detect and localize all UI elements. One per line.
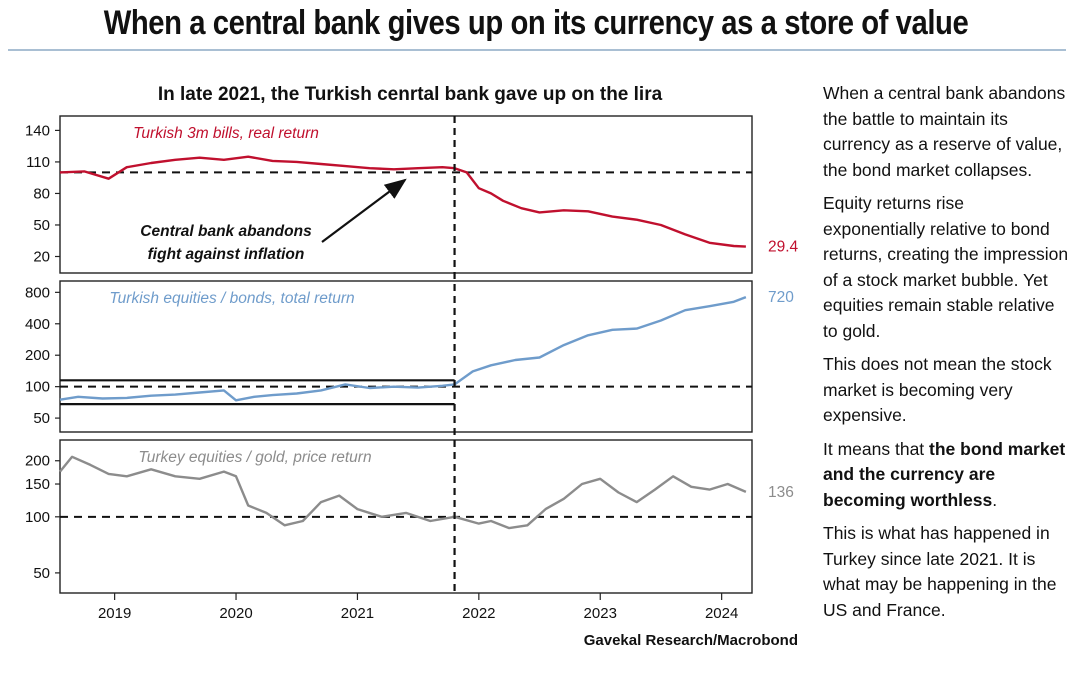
series-label: Turkish 3m bills, real return	[133, 125, 319, 142]
x-tick-label: 2024	[705, 605, 738, 622]
annotation-arrow	[321, 178, 407, 243]
commentary-paragraph: This does not mean the stock market is b…	[823, 352, 1069, 429]
commentary-text: When a central bank abandons the battle …	[823, 83, 1066, 180]
commentary-text: It means that	[823, 438, 930, 459]
y-tick-label: 100	[25, 509, 50, 526]
commentary-paragraph: Equity returns rise exponentially relati…	[823, 191, 1069, 344]
x-tick-label: 2019	[98, 605, 131, 622]
commentary-panel: When a central bank abandons the battle …	[823, 81, 1069, 631]
x-tick-label: 2021	[341, 605, 374, 622]
commentary-paragraph: This is what has happened in Turkey sinc…	[823, 521, 1069, 623]
x-tick-label: 2020	[219, 605, 252, 622]
panel-1: 20 50 80 110 140 Turkish 3m bills, real retur…	[25, 115, 799, 274]
x-tick-label: 2023	[584, 605, 617, 622]
series-label: Turkey equities / gold, price return	[138, 449, 371, 466]
end-value-label: 136	[768, 484, 794, 501]
y-tick-label: 200	[25, 347, 50, 364]
commentary-paragraph: It means that the bond market and the cu…	[823, 437, 1069, 514]
y-tick-label: 50	[33, 217, 50, 234]
source-credit: Gavekal Research/Macrobond	[583, 632, 798, 649]
commentary-text: This does not mean the stock market is b…	[823, 354, 1052, 425]
commentary-text: .	[992, 489, 998, 510]
y-tick-label: 150	[25, 476, 50, 493]
y-tick-label: 400	[25, 316, 50, 333]
title-divider	[8, 49, 1066, 51]
commentary-text: This is what has happened in Turkey sinc…	[823, 523, 1057, 620]
series-label: Turkish equities / bonds, total return	[109, 290, 354, 307]
y-tick-label: 200	[25, 453, 50, 470]
y-tick-label: 50	[33, 410, 50, 427]
y-tick-label: 20	[33, 248, 50, 265]
series-line	[59, 295, 747, 402]
chart-title: In late 2021, the Turkish cenrtal bank g…	[157, 84, 663, 105]
commentary-emphasis: the bond market and the currency are bec…	[823, 438, 1066, 510]
series-line	[59, 155, 746, 248]
end-value-label: 29.4	[768, 239, 799, 256]
y-tick-label: 800	[25, 284, 50, 301]
panel-frame	[59, 115, 753, 274]
y-tick-label: 140	[25, 122, 50, 139]
commentary-paragraph: When a central bank abandons the battle …	[823, 81, 1069, 183]
panel-2: 50 100 200 400 800 Turkish equities / bonds, …	[25, 280, 794, 433]
y-tick-label: 50	[33, 565, 50, 582]
main-title: When a central bank gives up on its curr…	[103, 4, 969, 42]
annotation-line-2: fight against inflation	[148, 246, 305, 263]
panel-frame	[59, 280, 753, 433]
y-tick-label: 80	[33, 185, 50, 202]
commentary-text: Equity returns rise exponentially relati…	[823, 193, 1069, 341]
panel-3: 50 100 150 200 Turkey equities / gold, price…	[25, 439, 794, 594]
chart-canvas: 20 50 80 110 140 Turkish 3m bills, real retur…	[25, 115, 799, 622]
annotation-line-1: Central bank abandons	[140, 223, 312, 240]
series-line	[59, 455, 747, 530]
x-tick-label: 2022	[462, 605, 495, 622]
y-tick-label: 110	[26, 154, 50, 171]
end-value-label: 720	[768, 289, 794, 306]
y-tick-label: 100	[25, 379, 50, 396]
